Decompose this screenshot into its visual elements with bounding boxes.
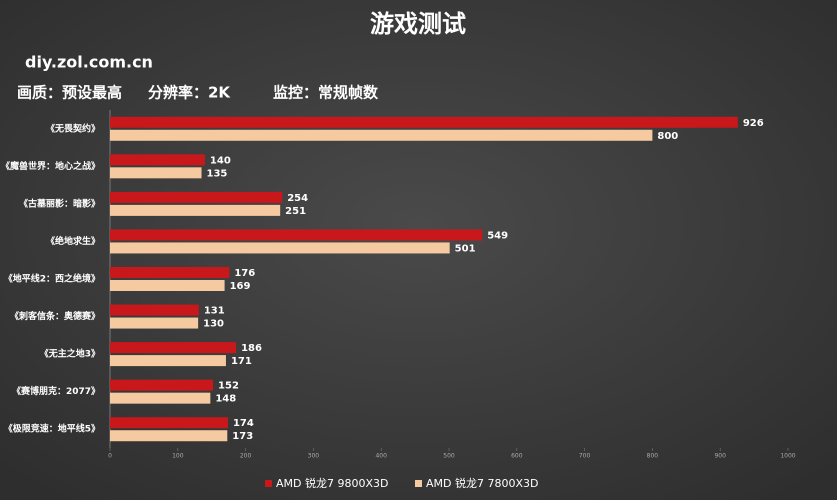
y-tick-label: 《赛博朋克：2077》 — [12, 385, 100, 397]
value-label: 140 — [210, 155, 231, 166]
bar — [110, 229, 483, 241]
bar — [110, 242, 450, 254]
bar — [110, 430, 228, 442]
value-label: 174 — [233, 418, 254, 429]
value-label: 135 — [207, 168, 228, 179]
bar — [110, 154, 205, 166]
bar — [110, 342, 237, 354]
x-tick-label: 1000 — [780, 453, 795, 460]
bar — [110, 280, 225, 291]
x-tick-label: 100 — [172, 453, 184, 460]
x-tick-label: 400 — [375, 453, 387, 460]
annotation: 分辨率：2K — [148, 84, 231, 102]
value-label: 254 — [287, 193, 308, 204]
bar — [110, 191, 283, 203]
y-tick-label: 《古墓丽影：暗影》 — [19, 197, 100, 209]
x-tick-label: 600 — [511, 453, 523, 460]
value-label: 251 — [285, 206, 306, 217]
bar — [110, 304, 199, 316]
value-label: 926 — [743, 118, 764, 129]
bar — [110, 129, 653, 141]
y-tick-label: 《极限竞速：地平线5》 — [4, 423, 100, 435]
value-label: 549 — [487, 230, 508, 241]
legend-label: AMD 锐龙7 9800X3D — [276, 476, 388, 490]
value-label: 148 — [215, 394, 236, 405]
value-label: 152 — [218, 381, 239, 392]
x-tick-label: 700 — [579, 453, 591, 460]
bar — [110, 116, 738, 128]
watermark: diy.zol.com.cn — [25, 53, 153, 72]
y-tick-label: 《魔兽世界：地心之战》 — [1, 160, 100, 172]
x-tick-label: 0 — [108, 453, 112, 460]
bar — [110, 204, 281, 216]
annotation: 画质：预设最高 — [17, 84, 122, 102]
x-tick-label: 200 — [240, 453, 252, 460]
value-label: 171 — [231, 356, 252, 367]
value-label: 800 — [657, 131, 678, 142]
value-label: 173 — [232, 431, 253, 442]
chart-title: 游戏测试 — [370, 10, 466, 38]
bar — [110, 317, 199, 329]
value-label: 131 — [204, 306, 225, 317]
legend-swatch — [265, 480, 272, 487]
bar — [110, 417, 228, 429]
value-label: 186 — [241, 343, 262, 354]
y-tick-label: 《地平线2：西之绝境》 — [4, 273, 100, 285]
x-tick-label: 500 — [443, 453, 455, 460]
value-label: 130 — [203, 319, 224, 330]
bar — [110, 379, 214, 391]
x-tick-label: 900 — [714, 453, 726, 460]
x-tick-label: 300 — [308, 453, 320, 460]
value-label: 501 — [455, 243, 476, 254]
annotation: 监控：常规帧数 — [273, 84, 379, 102]
x-tick-label: 800 — [647, 453, 659, 460]
y-tick-label: 《无主之地3》 — [40, 348, 100, 360]
bar — [110, 355, 226, 367]
bar — [110, 392, 211, 404]
value-label: 169 — [230, 281, 251, 292]
value-label: 176 — [234, 268, 255, 279]
y-tick-label: 《绝地求生》 — [46, 235, 100, 247]
bar — [110, 167, 202, 179]
y-tick-label: 《刺客信条：奥德赛》 — [10, 310, 100, 322]
y-tick-label: 《无畏契约》 — [46, 122, 100, 134]
bar — [110, 267, 230, 278]
legend-swatch — [415, 480, 422, 487]
legend-label: AMD 锐龙7 7800X3D — [426, 476, 538, 490]
